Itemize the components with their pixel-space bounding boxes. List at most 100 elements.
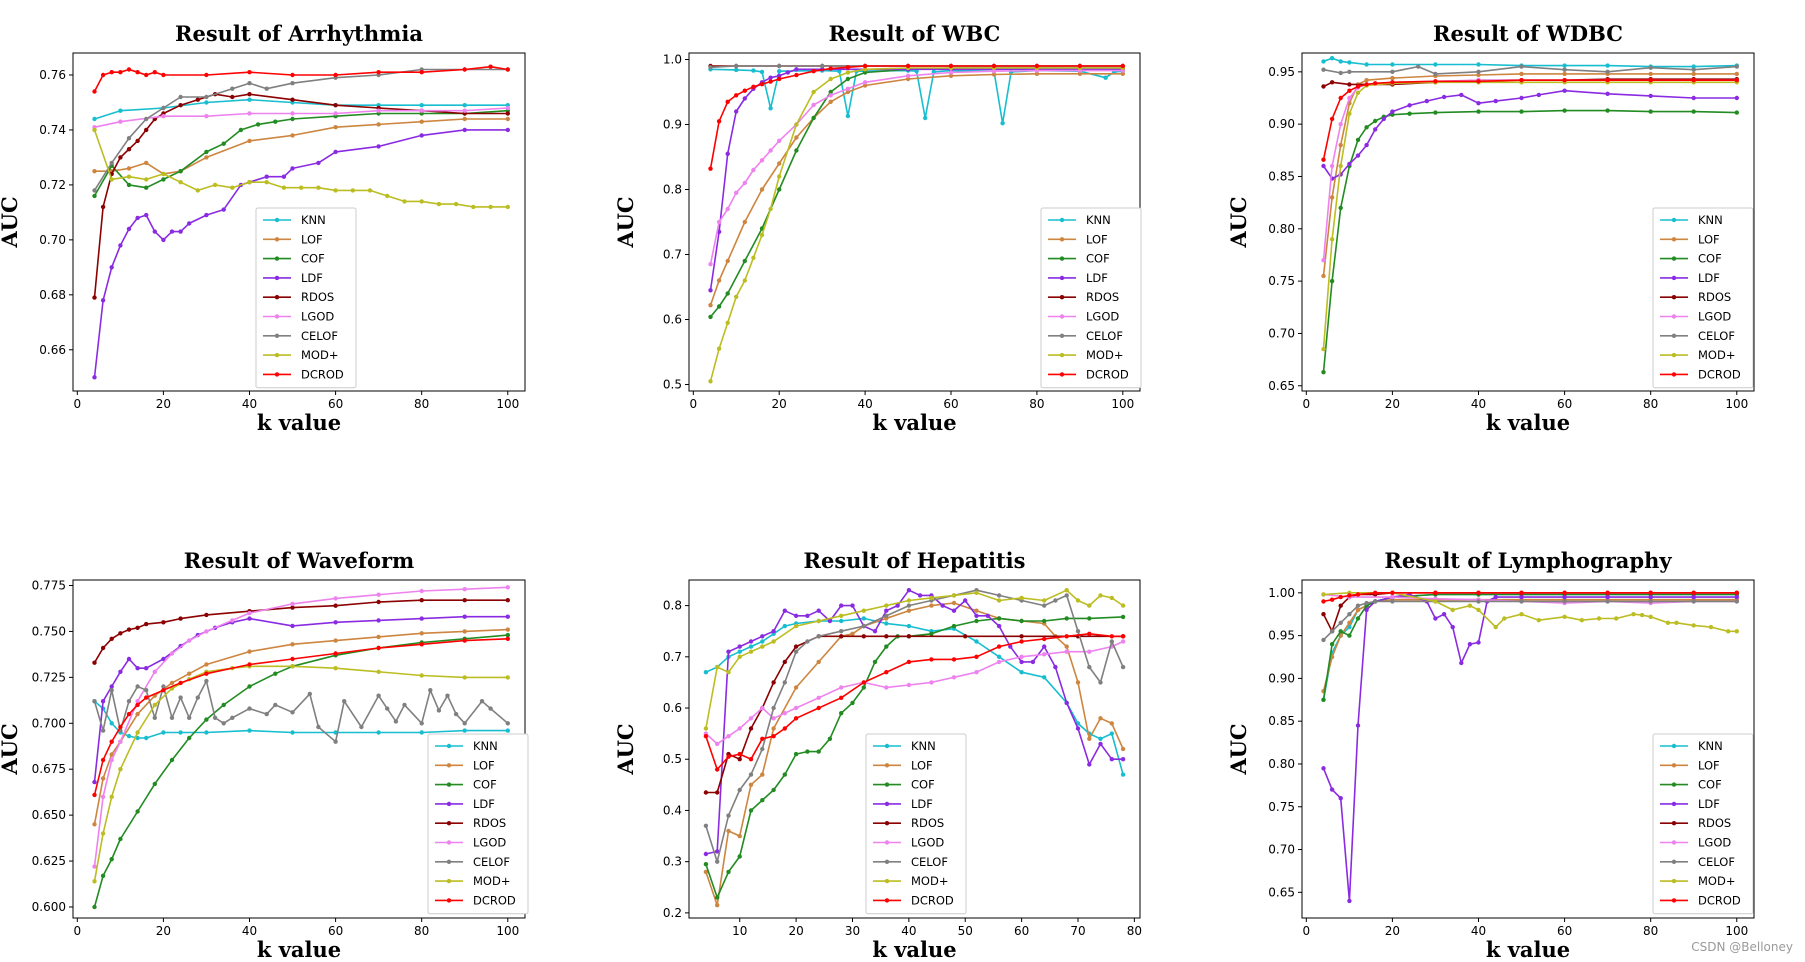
x-tick-label: 60: [328, 924, 343, 938]
data-point: [118, 243, 123, 248]
data-point: [144, 72, 149, 78]
data-point: [126, 174, 132, 179]
data-point: [1562, 599, 1567, 604]
data-point: [1355, 592, 1361, 597]
data-point: [734, 67, 739, 73]
data-point: [1605, 78, 1610, 83]
data-point: [1329, 163, 1335, 169]
data-point: [771, 787, 776, 793]
data-point: [1087, 603, 1092, 608]
data-point: [1639, 612, 1645, 618]
data-point: [974, 654, 979, 659]
data-point: [92, 169, 97, 174]
legend-label: LGOD: [1698, 310, 1731, 324]
legend-marker: [1059, 275, 1065, 281]
data-point: [1579, 618, 1585, 623]
data-point: [1120, 772, 1126, 777]
data-point: [1441, 612, 1447, 617]
data-point: [811, 102, 816, 108]
data-point: [1098, 593, 1103, 598]
legend-label: CELOF: [1698, 855, 1735, 869]
data-point: [1338, 142, 1343, 148]
data-point: [974, 613, 979, 618]
data-point: [1373, 599, 1378, 604]
data-point: [333, 149, 338, 155]
x-tick-label: 20: [788, 924, 803, 938]
data-point: [135, 699, 140, 704]
data-point: [135, 666, 140, 671]
data-point: [771, 734, 776, 739]
data-point: [742, 96, 747, 101]
data-point: [906, 598, 912, 603]
data-point: [1519, 71, 1524, 77]
data-point: [1476, 72, 1481, 78]
data-point: [126, 699, 132, 704]
data-point: [905, 76, 911, 82]
data-point: [135, 702, 140, 708]
data-point: [861, 634, 866, 639]
data-point: [118, 724, 123, 730]
data-point: [793, 644, 799, 649]
legend-box: [1652, 733, 1754, 915]
y-tick-label: 0.80: [1268, 757, 1295, 771]
data-point: [737, 649, 742, 654]
data-point: [333, 188, 338, 193]
y-tick-label: 0.625: [32, 854, 66, 868]
data-point: [221, 721, 226, 726]
data-point: [715, 849, 720, 854]
data-point: [1355, 607, 1361, 613]
data-point: [771, 629, 776, 634]
data-point: [748, 772, 754, 777]
series-modplus: [708, 65, 1126, 384]
chart-title: Result of Hepatitis: [804, 548, 1026, 573]
data-point: [737, 644, 742, 649]
data-point: [1321, 346, 1326, 352]
data-point: [204, 155, 209, 160]
data-point: [1708, 624, 1714, 630]
legend-marker: [1671, 782, 1677, 787]
data-point: [895, 603, 900, 608]
data-point: [1042, 644, 1047, 649]
data-point: [734, 294, 739, 299]
data-point: [726, 670, 731, 675]
data-point: [144, 185, 149, 190]
legend-label: MOD+: [1698, 874, 1735, 888]
data-point: [1064, 649, 1069, 654]
data-point: [1364, 125, 1369, 130]
data-point: [1000, 121, 1005, 126]
data-point: [828, 89, 833, 95]
legend-label: COF: [1698, 778, 1722, 792]
data-point: [204, 149, 209, 155]
data-point: [247, 138, 252, 144]
data-point: [1476, 640, 1481, 645]
data-point: [1338, 796, 1343, 801]
data-point: [737, 751, 742, 757]
data-point: [1355, 137, 1361, 143]
data-point: [247, 111, 252, 116]
data-point: [816, 705, 821, 711]
data-point: [92, 89, 97, 94]
data-point: [195, 97, 200, 102]
data-point: [726, 869, 731, 875]
data-point: [1109, 595, 1115, 601]
y-tick-label: 0.6: [663, 313, 682, 327]
data-point: [1467, 603, 1473, 608]
legend-label: DCROD: [1698, 367, 1741, 381]
data-point: [1459, 660, 1464, 666]
data-point: [725, 151, 730, 156]
data-point: [1347, 633, 1352, 638]
data-point: [768, 148, 773, 153]
data-point: [839, 613, 844, 618]
data-point: [290, 623, 295, 629]
data-point: [333, 638, 338, 643]
data-point: [273, 702, 278, 708]
data-point: [715, 895, 720, 900]
data-point: [488, 706, 493, 711]
legend-marker: [884, 859, 890, 864]
data-point: [1120, 746, 1126, 752]
data-point: [376, 730, 381, 735]
data-point: [991, 63, 997, 69]
data-point: [1459, 92, 1464, 98]
legend-marker: [446, 821, 452, 826]
data-point: [816, 749, 821, 754]
